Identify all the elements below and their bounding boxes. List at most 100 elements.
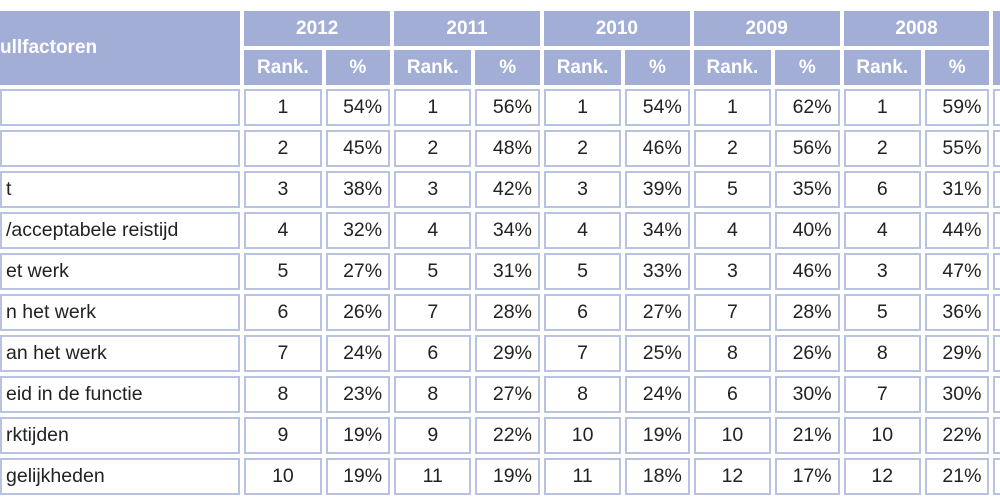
- rank-cell: 9: [394, 417, 472, 454]
- percent-cell: 21%: [775, 417, 840, 454]
- truncated-column-header: [993, 11, 1000, 85]
- rank-subheader: Rank.: [244, 50, 322, 85]
- rank-cell: 6: [394, 335, 472, 372]
- rank-cell: 7: [543, 335, 622, 372]
- rank-cell: 3: [244, 171, 322, 208]
- truncated-cell: [993, 171, 1000, 208]
- factor-label: gelijkheden: [0, 458, 241, 495]
- rank-cell: 3: [843, 253, 921, 290]
- table-row: n het werk 6 26% 7 28% 6 27% 7 28% 5 36%: [0, 294, 1000, 331]
- year-header: 2011: [394, 11, 540, 46]
- factor-label: /acceptabele reistijd: [0, 212, 241, 249]
- rank-subheader: Rank.: [394, 50, 472, 85]
- percent-subheader: %: [924, 50, 990, 85]
- rank-cell: 5: [244, 253, 322, 290]
- rank-subheader: Rank.: [693, 50, 772, 85]
- table-row: t 3 38% 3 42% 3 39% 5 35% 6 31%: [0, 171, 1000, 208]
- percent-cell: 40%: [775, 212, 840, 249]
- percent-cell: 29%: [924, 335, 990, 372]
- percent-cell: 46%: [775, 253, 840, 290]
- truncated-cell: [993, 458, 1000, 495]
- percent-cell: 17%: [775, 458, 840, 495]
- factor-label: [0, 130, 241, 167]
- percent-subheader: %: [475, 50, 540, 85]
- rank-cell: 7: [843, 376, 921, 413]
- rank-cell: 8: [244, 376, 322, 413]
- table-row: rktijden 9 19% 9 22% 10 19% 10 21% 10 22%: [0, 417, 1000, 454]
- year-header: 2009: [693, 11, 840, 46]
- factor-column-header: ullfactoren: [0, 11, 241, 85]
- rank-cell: 1: [693, 89, 772, 126]
- percent-cell: 26%: [775, 335, 840, 372]
- rank-cell: 2: [843, 130, 921, 167]
- percent-cell: 34%: [475, 212, 540, 249]
- subheader-row: Rank. % Rank. % Rank. % Rank. % Rank. %: [0, 50, 1000, 85]
- rank-cell: 6: [543, 294, 622, 331]
- percent-cell: 47%: [924, 253, 990, 290]
- percent-cell: 28%: [775, 294, 840, 331]
- factor-label: rktijden: [0, 417, 241, 454]
- rank-cell: 4: [394, 212, 472, 249]
- rank-cell: 5: [843, 294, 921, 331]
- rank-cell: 6: [244, 294, 322, 331]
- year-header: 2008: [843, 11, 990, 46]
- table-row: an het werk 7 24% 6 29% 7 25% 8 26% 8 29%: [0, 335, 1000, 372]
- percent-cell: 22%: [475, 417, 540, 454]
- percent-subheader: %: [325, 50, 391, 85]
- rank-cell: 7: [244, 335, 322, 372]
- rank-cell: 9: [244, 417, 322, 454]
- rank-cell: 3: [394, 171, 472, 208]
- percent-cell: 30%: [924, 376, 990, 413]
- percent-cell: 59%: [924, 89, 990, 126]
- truncated-cell: [993, 376, 1000, 413]
- rank-cell: 3: [693, 253, 772, 290]
- rank-cell: 5: [693, 171, 772, 208]
- rank-subheader: Rank.: [843, 50, 921, 85]
- percent-cell: 56%: [475, 89, 540, 126]
- rank-cell: 12: [843, 458, 921, 495]
- table-row: /acceptabele reistijd 4 32% 4 34% 4 34% 4 40% 4 44…: [0, 212, 1000, 249]
- percent-cell: 56%: [775, 130, 840, 167]
- percent-cell: 35%: [775, 171, 840, 208]
- rank-cell: 10: [693, 417, 772, 454]
- factor-label: [0, 89, 241, 126]
- rank-cell: 5: [394, 253, 472, 290]
- percent-cell: 46%: [625, 130, 690, 167]
- truncated-cell: [993, 212, 1000, 249]
- rank-cell: 4: [693, 212, 772, 249]
- factor-label: n het werk: [0, 294, 241, 331]
- rank-cell: 10: [543, 417, 622, 454]
- table-body: 1 54% 1 56% 1 54% 1 62% 1 59% 2 45% 2 48% 2 46% 2 56% 2 55%…: [0, 89, 1000, 495]
- rank-cell: 4: [543, 212, 622, 249]
- rank-cell: 10: [843, 417, 921, 454]
- rank-cell: 7: [693, 294, 772, 331]
- truncated-cell: [993, 294, 1000, 331]
- truncated-cell: [993, 89, 1000, 126]
- percent-cell: 27%: [325, 253, 391, 290]
- rank-cell: 11: [543, 458, 622, 495]
- rank-cell: 8: [693, 335, 772, 372]
- percent-cell: 19%: [325, 417, 391, 454]
- rank-cell: 1: [843, 89, 921, 126]
- percent-cell: 39%: [625, 171, 690, 208]
- rank-cell: 4: [843, 212, 921, 249]
- percent-cell: 54%: [325, 89, 391, 126]
- rank-cell: 2: [394, 130, 472, 167]
- truncated-cell: [993, 335, 1000, 372]
- rank-cell: 12: [693, 458, 772, 495]
- factor-label: an het werk: [0, 335, 241, 372]
- percent-cell: 18%: [625, 458, 690, 495]
- percent-cell: 21%: [924, 458, 990, 495]
- table-row: 2 45% 2 48% 2 46% 2 56% 2 55%: [0, 130, 1000, 167]
- table-row: eid in de functie 8 23% 8 27% 8 24% 6 30% 7 30%: [0, 376, 1000, 413]
- percent-cell: 54%: [625, 89, 690, 126]
- percent-cell: 45%: [325, 130, 391, 167]
- truncated-cell: [993, 417, 1000, 454]
- rank-cell: 1: [394, 89, 472, 126]
- rank-cell: 8: [843, 335, 921, 372]
- percent-cell: 26%: [325, 294, 391, 331]
- percent-cell: 23%: [325, 376, 391, 413]
- rank-cell: 2: [543, 130, 622, 167]
- ranking-table: ullfactoren 2012 2011 2010 2009 2008 Ran…: [0, 7, 1000, 499]
